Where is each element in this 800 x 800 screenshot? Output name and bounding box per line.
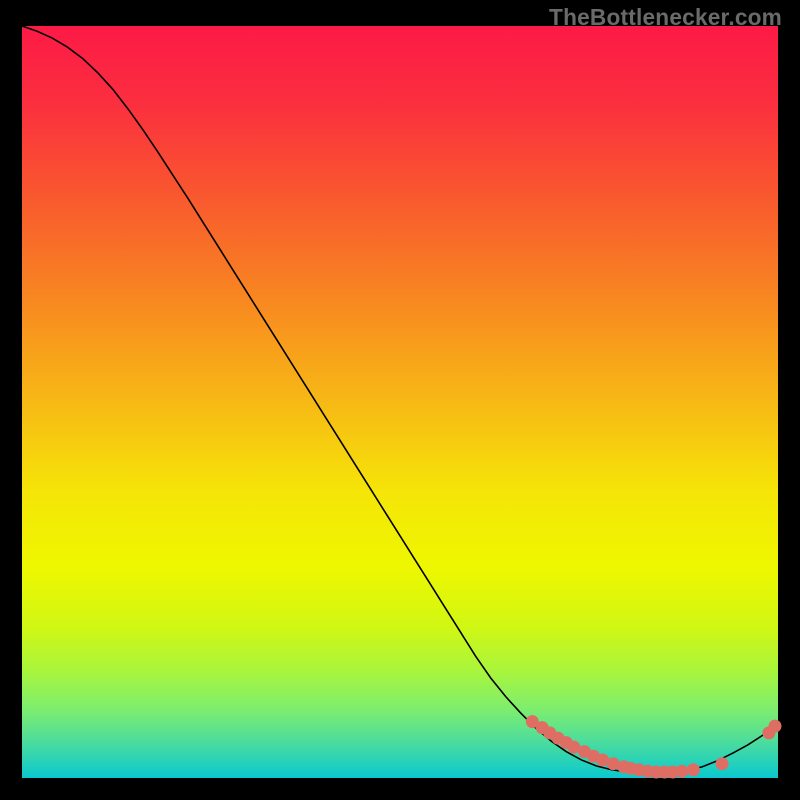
data-marker — [768, 720, 781, 733]
data-marker — [675, 765, 688, 778]
watermark-text: TheBottlenecker.com — [549, 4, 782, 31]
bottleneck-chart — [0, 0, 800, 800]
plot-background-gradient — [22, 26, 778, 778]
chart-container: TheBottlenecker.com — [0, 0, 800, 800]
data-marker — [687, 763, 700, 776]
data-marker — [716, 757, 729, 770]
